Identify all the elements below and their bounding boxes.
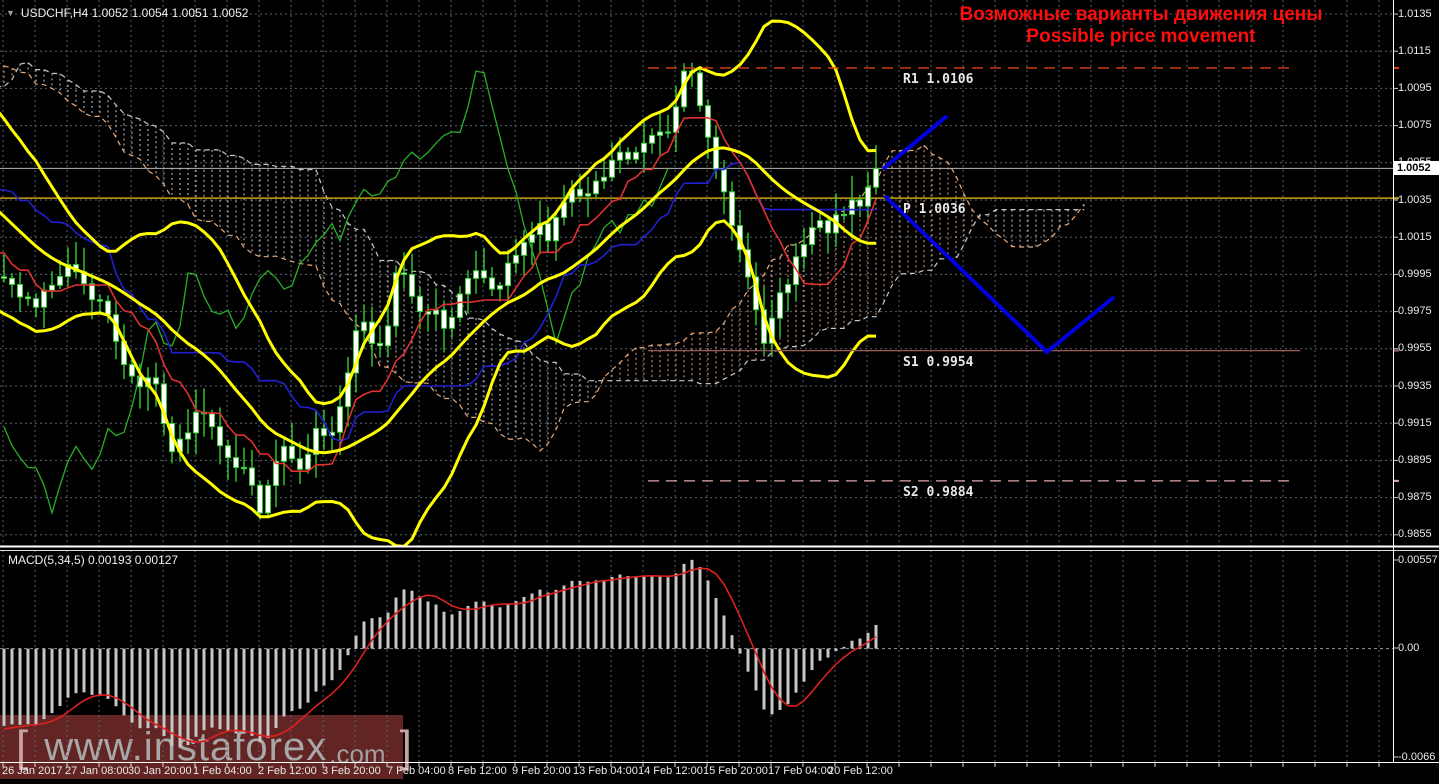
symbol-dropdown-icon[interactable]: ▼ <box>6 8 15 18</box>
pivot-lines-layer <box>648 67 1300 482</box>
pivot-level-label-r1: R1 1.0106 <box>903 71 974 87</box>
annotation-line-ru: Возможные варианты движения цены <box>959 4 1323 25</box>
price-reference-lines <box>0 167 1393 199</box>
watermark-domain-text: .com <box>329 739 386 769</box>
date-axis-tick-label: 9 Feb 20:00 <box>512 765 571 777</box>
candles-layer <box>1 62 879 520</box>
pivot-level-label-p: P 1.0036 <box>903 202 966 218</box>
macd-axis-tick-label: 0.00 <box>1398 642 1420 654</box>
pivot-level-label-s1: S1 0.9954 <box>903 354 974 370</box>
price-axis-tick-label: 0.9895 <box>1398 453 1432 466</box>
date-axis-tick-label: 8 Feb 12:00 <box>448 765 507 777</box>
date-axis-tick-label: 30 Jan 20:00 <box>128 765 192 777</box>
price-axis-tick-label: 0.9915 <box>1398 416 1432 429</box>
forecast-annotation: Возможные варианты движения цены Possibl… <box>955 4 1327 48</box>
date-axis-tick-label: 17 Feb 04:00 <box>768 765 833 777</box>
price-axis-tick-label: 1.0115 <box>1398 44 1431 57</box>
date-axis-tick-label: 26 Jan 2017 <box>2 765 63 777</box>
price-axis-tick-label: 0.9975 <box>1398 305 1432 318</box>
forecast-arrows-layer <box>881 114 1116 355</box>
price-axis-tick-label: 1.0095 <box>1398 81 1432 94</box>
date-axis-tick-label: 14 Feb 12:00 <box>638 765 703 777</box>
macd-axis-tick-label: 0.00557 <box>1398 554 1438 566</box>
price-axis-tick-label: 0.9855 <box>1398 528 1432 541</box>
price-axis-tick-label: 0.9995 <box>1398 267 1432 280</box>
price-axis-tick-label: 1.0035 <box>1398 193 1432 206</box>
price-axis-tick-label: 0.9875 <box>1398 491 1432 504</box>
date-axis-tick-label: 27 Jan 08:00 <box>65 765 129 777</box>
macd-axis-tick-label: -0.0066 <box>1398 751 1436 763</box>
price-axis-tick-label: 0.9955 <box>1398 342 1432 355</box>
annotation-line-en: Possible price movement <box>1026 26 1256 47</box>
date-axis-tick-label: 1 Feb 04:00 <box>193 765 252 777</box>
indicator-lines-layer <box>0 19 877 547</box>
axis-furniture-layer <box>0 0 1439 767</box>
grid-layer <box>0 0 1393 762</box>
macd-indicator-label: MACD(5,34,5) 0.00193 0.00127 <box>8 553 179 567</box>
date-axis-tick-label: 7 Feb 04:00 <box>387 765 446 777</box>
date-axis-tick-label: 20 Feb 12:00 <box>828 765 893 777</box>
instaforex-watermark: [ www.instaforex .com] <box>0 715 412 779</box>
date-axis-tick-label: 2 Feb 12:00 <box>258 765 317 777</box>
macd-layer <box>2 559 878 748</box>
symbol-ohlc-title: USDCHF,H4 1.0052 1.0054 1.0051 1.0052 <box>20 6 249 20</box>
chart-title-bar: ▼ USDCHF,H4 1.0052 1.0054 1.0051 1.0052 <box>6 6 248 20</box>
price-axis-tick-label: 1.0015 <box>1398 230 1432 243</box>
watermark-close-bracket: ] <box>399 722 412 771</box>
pivot-level-label-s2: S2 0.9884 <box>903 484 974 500</box>
date-axis-tick-label: 3 Feb 20:00 <box>322 765 381 777</box>
date-axis-tick-label: 15 Feb 20:00 <box>703 765 768 777</box>
date-axis-tick-label: 13 Feb 04:00 <box>573 765 638 777</box>
watermark-site-text: www.instaforex <box>44 724 328 769</box>
price-axis-tick-label: 0.9935 <box>1398 379 1432 392</box>
watermark-open-bracket: [ <box>16 722 29 771</box>
current-price-badge: 1.0052 <box>1394 161 1439 176</box>
price-axis-tick-label: 1.0135 <box>1398 7 1432 20</box>
price-axis-tick-label: 1.0075 <box>1398 119 1432 132</box>
